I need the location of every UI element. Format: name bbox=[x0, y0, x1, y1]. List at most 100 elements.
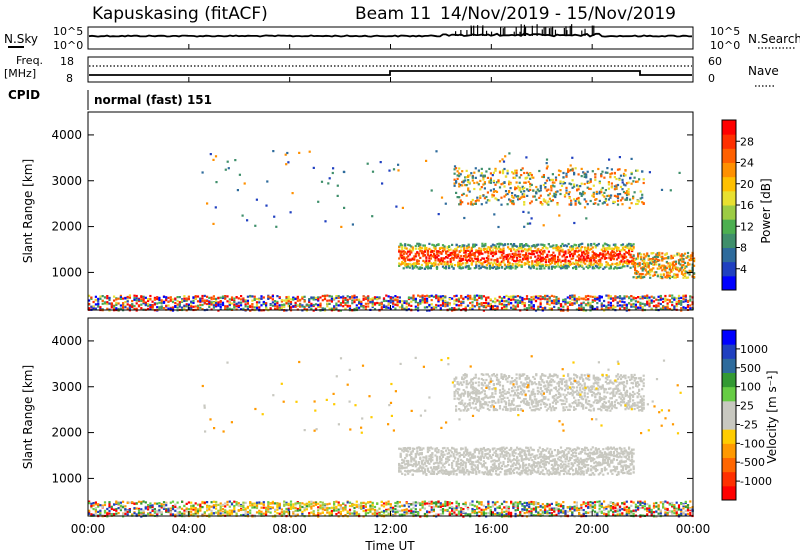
data-cell bbox=[380, 500, 383, 503]
data-cell bbox=[575, 265, 578, 268]
data-cell bbox=[520, 174, 523, 177]
data-cell bbox=[588, 248, 591, 251]
data-cell bbox=[589, 306, 592, 309]
data-cell bbox=[587, 294, 590, 298]
data-cell bbox=[299, 303, 302, 306]
data-cell bbox=[156, 298, 159, 301]
data-cell bbox=[358, 301, 361, 304]
data-cell bbox=[550, 245, 553, 248]
data-cell bbox=[464, 261, 467, 265]
data-cell bbox=[682, 306, 685, 309]
data-cell bbox=[587, 267, 590, 270]
data-cell bbox=[367, 295, 370, 298]
data-cell bbox=[612, 304, 615, 307]
data-cell bbox=[201, 308, 204, 311]
data-cell bbox=[597, 254, 600, 257]
data-cell bbox=[437, 263, 440, 266]
data-cell bbox=[428, 295, 431, 298]
data-cell bbox=[405, 263, 408, 266]
data-cell bbox=[508, 253, 511, 256]
data-cell bbox=[353, 506, 356, 510]
data-cell bbox=[362, 295, 365, 298]
data-cell bbox=[538, 196, 541, 199]
data-cell bbox=[596, 253, 599, 256]
data-cell bbox=[609, 172, 612, 176]
data-cell bbox=[230, 296, 234, 299]
data-cell bbox=[387, 306, 390, 309]
data-cell bbox=[670, 268, 673, 271]
data-cell bbox=[605, 261, 608, 264]
data-cell bbox=[558, 258, 561, 261]
data-cell bbox=[565, 245, 569, 248]
data-cell bbox=[101, 504, 104, 507]
data-cell bbox=[425, 247, 428, 250]
data-cell bbox=[517, 198, 520, 201]
data-cell bbox=[500, 249, 504, 252]
data-cell bbox=[650, 301, 653, 304]
data-cell bbox=[253, 295, 256, 298]
data-cell bbox=[135, 502, 138, 505]
data-cell bbox=[417, 247, 420, 250]
data-cell bbox=[603, 242, 606, 245]
data-cell bbox=[169, 299, 172, 302]
data-cell bbox=[581, 264, 584, 267]
data-cell bbox=[536, 188, 539, 191]
colorbar-tick-label: 8 bbox=[740, 242, 747, 255]
data-cell bbox=[178, 507, 181, 510]
data-cell bbox=[228, 500, 231, 503]
data-cell bbox=[571, 295, 574, 298]
data-cell bbox=[540, 252, 543, 255]
data-cell bbox=[682, 276, 685, 279]
data-cell bbox=[208, 504, 211, 508]
data-cell bbox=[517, 195, 520, 198]
data-cell bbox=[582, 301, 585, 304]
data-cell bbox=[426, 299, 429, 302]
data-cell bbox=[469, 267, 472, 270]
power-y-axis-label: Slant Range [km] bbox=[21, 159, 35, 263]
data-cell bbox=[632, 197, 635, 200]
data-cell bbox=[348, 297, 352, 300]
data-cell bbox=[537, 295, 540, 298]
data-cell bbox=[666, 298, 669, 301]
data-cell bbox=[394, 303, 397, 306]
data-cell bbox=[607, 306, 610, 310]
data-cell bbox=[451, 256, 454, 259]
data-cell bbox=[580, 307, 583, 310]
data-cell bbox=[505, 307, 508, 311]
data-cell bbox=[394, 295, 397, 298]
data-cell bbox=[404, 243, 407, 246]
data-cell bbox=[530, 302, 533, 305]
data-cell bbox=[217, 302, 220, 306]
data-cell bbox=[413, 255, 416, 258]
data-cell bbox=[419, 266, 422, 269]
data-cell bbox=[119, 297, 122, 300]
data-cell bbox=[502, 250, 505, 253]
data-cell bbox=[582, 250, 585, 253]
data-cell bbox=[103, 509, 107, 512]
data-cell bbox=[407, 263, 410, 266]
data-cell bbox=[605, 264, 608, 267]
data-cell bbox=[612, 307, 615, 310]
data-cell bbox=[414, 308, 417, 311]
data-cell bbox=[428, 502, 431, 505]
data-cell bbox=[569, 250, 572, 253]
data-cell bbox=[296, 295, 299, 298]
data-cell bbox=[452, 250, 455, 253]
data-cell bbox=[562, 253, 566, 256]
data-cell bbox=[292, 507, 295, 510]
data-cell bbox=[199, 298, 202, 301]
data-cell bbox=[618, 261, 622, 264]
data-cell bbox=[540, 260, 543, 263]
data-cell bbox=[389, 296, 392, 299]
data-cell bbox=[362, 501, 365, 504]
data-cell bbox=[262, 296, 265, 299]
data-cell bbox=[474, 176, 477, 179]
data-cell bbox=[471, 308, 474, 311]
data-cell bbox=[562, 244, 566, 247]
data-cell bbox=[410, 245, 413, 248]
data-cell bbox=[500, 183, 503, 186]
data-cell bbox=[133, 512, 136, 515]
data-cell bbox=[413, 262, 416, 265]
data-cell bbox=[621, 265, 625, 268]
freq-tick-top: 18 bbox=[60, 55, 74, 68]
